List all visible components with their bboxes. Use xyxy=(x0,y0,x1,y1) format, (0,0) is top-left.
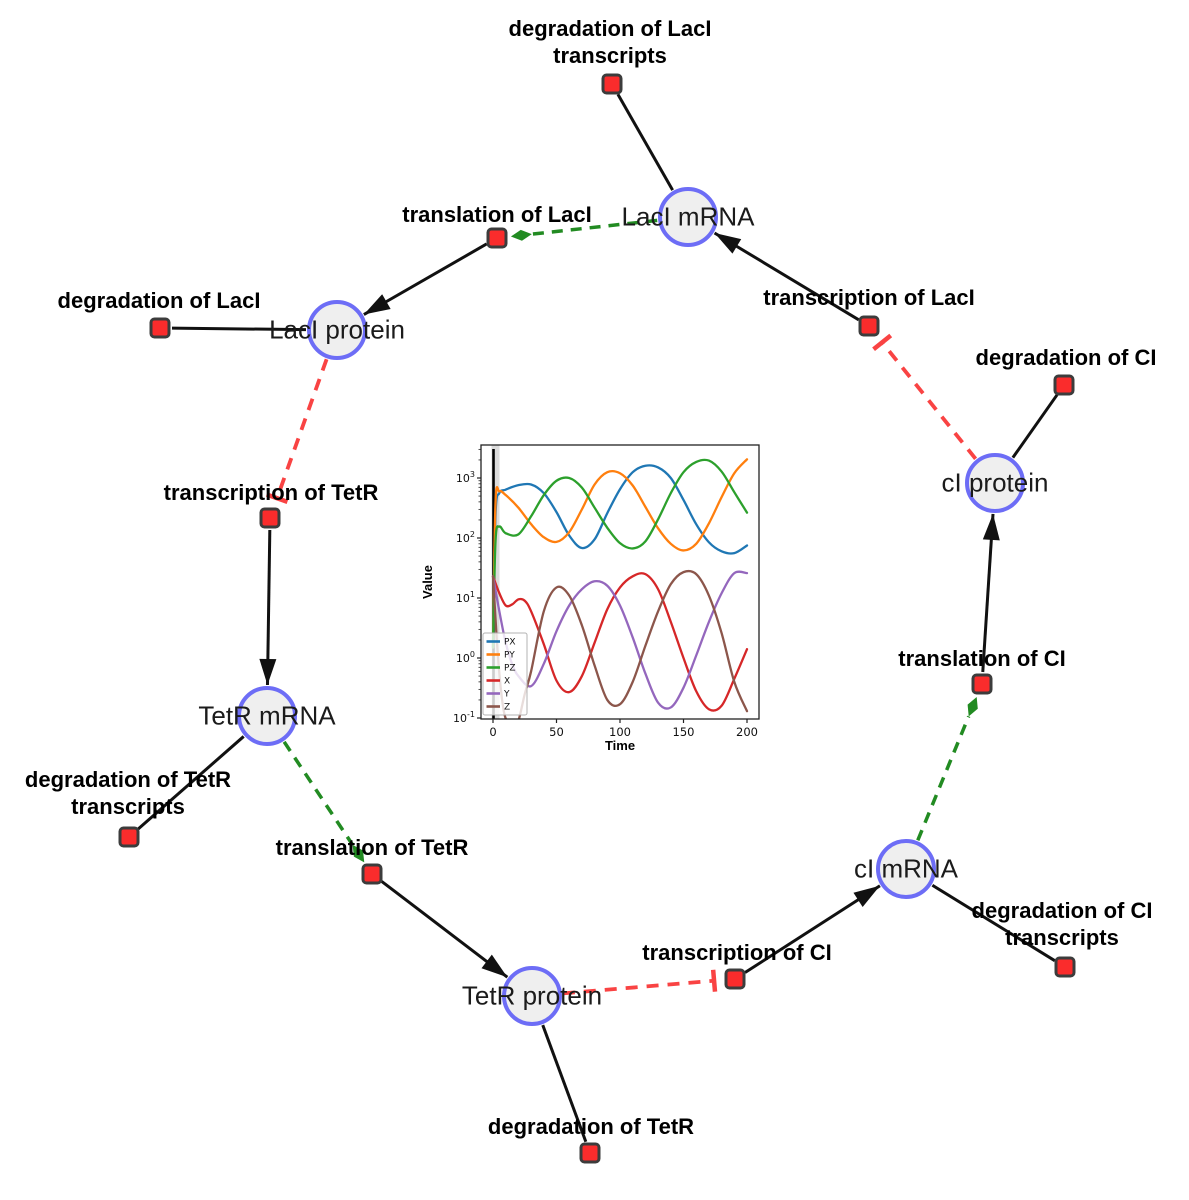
reaction-node-translation-ci[interactable] xyxy=(971,673,993,695)
species-label-ci-mrna: cI mRNA xyxy=(854,853,958,884)
reaction-node-deg-ci[interactable] xyxy=(1053,374,1075,396)
edge-ci_mrna-deg_ci_tx xyxy=(931,883,1056,962)
series-line-X xyxy=(491,572,749,712)
edge-laci_protein-transcription_tetr xyxy=(265,358,329,505)
series-line-PZ xyxy=(491,458,749,649)
svg-text:50: 50 xyxy=(549,725,564,739)
svg-text:102: 102 xyxy=(456,530,475,545)
arrowhead-icon xyxy=(259,658,277,686)
reaction-label-transcription-laci: transcription of LacI xyxy=(763,285,975,310)
reaction-label-translation-laci: translation of LacI xyxy=(402,202,592,227)
reaction-label-transcription-tetr: transcription of TetR xyxy=(163,480,379,505)
species-node-ci-protein[interactable] xyxy=(965,453,1025,513)
edge-tetr_mrna-deg_tetr_tx xyxy=(137,735,245,831)
species-node-tetr-mrna[interactable] xyxy=(237,686,297,746)
reaction-label-deg-laci-tx: degradation of LacI transcripts xyxy=(508,16,712,68)
reaction-label-deg-tetr: degradation of TetR xyxy=(487,1114,695,1139)
reaction-label-deg-ci-tx: degradation of CI transcripts xyxy=(971,898,1153,950)
species-node-ci-mrna[interactable] xyxy=(876,839,936,899)
reaction-node-deg-laci-tx[interactable] xyxy=(601,73,623,95)
reaction-node-deg-tetr-tx[interactable] xyxy=(118,826,140,848)
legend-entry-Y: Y xyxy=(503,690,510,700)
series-line-PY xyxy=(491,458,749,649)
reaction-node-transcription-tetr[interactable] xyxy=(259,507,281,529)
species-node-laci-mrna[interactable] xyxy=(658,187,718,247)
edge-translation_tetr-tetr_protein xyxy=(380,880,509,979)
chart-axes: 0 50 100 150 200 103 102 101 100 10-1 xyxy=(453,444,760,739)
reaction-label-deg-ci: degradation of CI xyxy=(975,345,1157,370)
svg-text:103: 103 xyxy=(456,470,475,485)
reaction-label-translation-tetr: translation of TetR xyxy=(275,835,469,860)
svg-text:150: 150 xyxy=(673,725,695,739)
edge-transcription_tetr-tetr_mrna xyxy=(259,529,277,686)
series-line-Y xyxy=(491,570,749,710)
series-line-PX xyxy=(491,464,749,649)
arrowhead-icon xyxy=(853,885,880,907)
species-label-tetr-protein: TetR protein xyxy=(461,980,603,1011)
arrowhead-icon xyxy=(714,232,742,254)
reaction-label-transcription-ci: transcription of CI xyxy=(642,940,832,965)
inhibitor-bar-icon xyxy=(710,969,718,992)
edge-tetr_protein-transcription_ci xyxy=(562,969,718,996)
reaction-label-translation-ci: translation of CI xyxy=(898,646,1066,671)
species-node-laci-protein[interactable] xyxy=(307,300,367,360)
species-label-laci-mrna: LacI mRNA xyxy=(621,201,755,232)
reaction-label-deg-laci: degradation of LacI xyxy=(57,288,261,313)
reaction-node-translation-tetr[interactable] xyxy=(361,863,383,885)
legend-entry-Z: Z xyxy=(504,703,510,713)
species-label-tetr-mrna: TetR mRNA xyxy=(198,700,336,731)
svg-text:200: 200 xyxy=(736,725,758,739)
reaction-label-deg-tetr-tx: degradation of TetR transcripts xyxy=(24,767,232,819)
time-series-chart: 0 50 100 150 20010310210110010-1TimeValuePXP… xyxy=(420,444,760,753)
arrowhead-icon xyxy=(363,294,391,315)
series-line-Z xyxy=(491,569,749,719)
edge-laci_protein-deg_laci xyxy=(171,326,307,332)
legend-entry-PY: PY xyxy=(504,651,515,661)
edge-ci_protein-transcription_laci xyxy=(872,333,978,461)
edge-translation_laci-laci_protein xyxy=(363,242,488,316)
species-label-laci-protein: LacI protein xyxy=(269,314,405,345)
edge-transcription_ci-ci_mrna xyxy=(744,884,881,974)
edge-tetr_protein-deg_tetr xyxy=(541,1024,588,1143)
legend-entry-PZ: PZ xyxy=(504,664,516,674)
chart-series xyxy=(491,458,749,719)
reaction-node-deg-ci-tx[interactable] xyxy=(1054,956,1076,978)
modifier-diamond-icon xyxy=(352,844,365,863)
reaction-node-transcription-laci[interactable] xyxy=(858,315,880,337)
reaction-node-deg-laci[interactable] xyxy=(149,317,171,339)
arrowhead-icon xyxy=(982,513,1000,541)
svg-text:10-1: 10-1 xyxy=(453,710,475,725)
chart-legend: PX PY PZ XYZ xyxy=(482,632,528,716)
svg-text:101: 101 xyxy=(456,590,475,605)
modifier-diamond-icon xyxy=(510,229,532,241)
edge-laci_mrna-deg_laci_tx xyxy=(616,93,674,191)
edge-transcription_laci-laci_mrna xyxy=(713,231,860,322)
edge-laci_mrna-translation_laci xyxy=(510,218,658,241)
y-axis-label: Value xyxy=(420,565,435,599)
edge-translation_ci-ci_protein xyxy=(981,513,1000,673)
species-node-tetr-protein[interactable] xyxy=(502,966,562,1026)
simulation-plot: 0 50 100 150 200 103 102 101 100 10-1 Time Value PX P… xyxy=(410,428,775,768)
reaction-node-deg-tetr[interactable] xyxy=(579,1142,601,1164)
svg-text:100: 100 xyxy=(456,650,475,665)
edge-ci_mrna-translation_ci xyxy=(916,696,978,841)
reaction-node-translation-laci[interactable] xyxy=(486,227,508,249)
modifier-diamond-icon xyxy=(967,696,978,717)
legend-entry-PX: PX xyxy=(504,638,516,648)
legend-entry-X: X xyxy=(504,677,510,687)
arrowhead-icon xyxy=(481,954,508,978)
svg-text:100: 100 xyxy=(609,725,631,739)
edge-tetr_mrna-translation_tetr xyxy=(282,740,365,863)
reaction-node-transcription-ci[interactable] xyxy=(724,968,746,990)
inhibitor-bar-icon xyxy=(872,333,893,352)
species-label-ci-protein: cI protein xyxy=(941,467,1049,498)
inhibitor-bar-icon xyxy=(265,492,289,505)
x-axis-label: Time xyxy=(605,738,635,753)
svg-text:0: 0 xyxy=(489,725,496,739)
edge-ci_protein-deg_ci xyxy=(1011,393,1059,459)
